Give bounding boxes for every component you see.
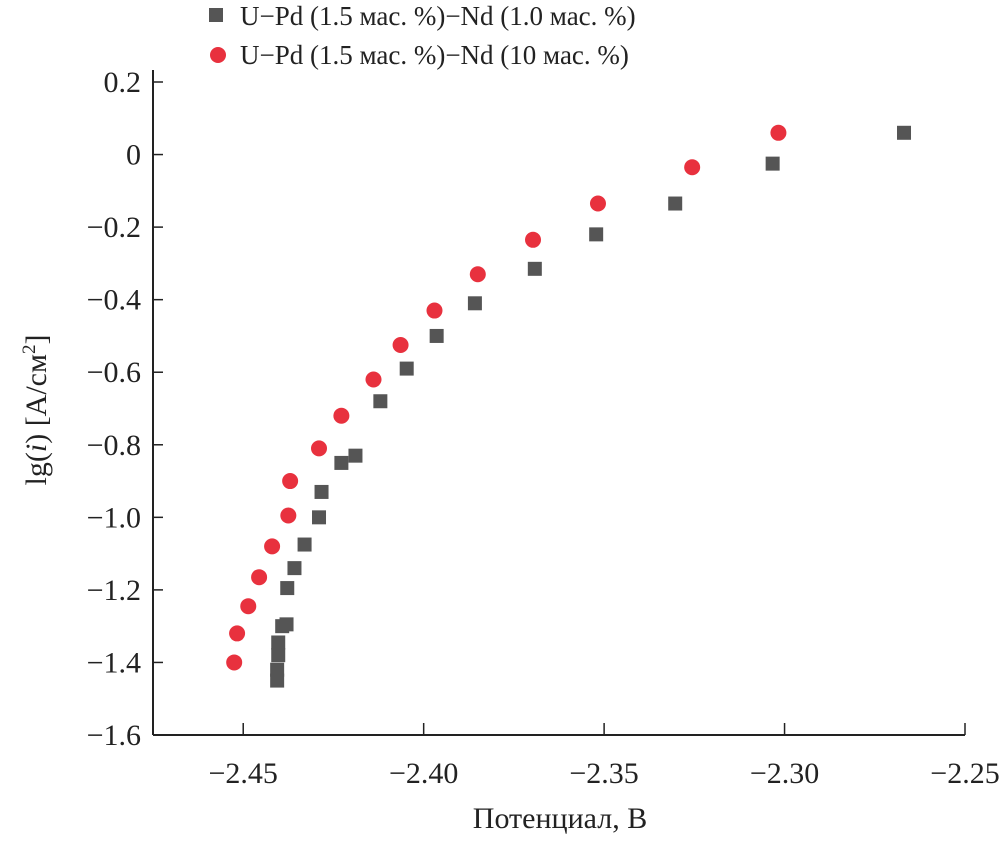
data-point-circle: [469, 266, 486, 283]
data-point-circle: [280, 507, 297, 524]
data-point-square: [334, 455, 349, 470]
data-point-square: [527, 261, 542, 276]
data-point-circle: [426, 302, 443, 319]
data-point-circle: [365, 371, 382, 388]
data-point-square: [287, 561, 302, 576]
data-point-square: [271, 635, 286, 650]
y-tick-label: 0.2: [104, 66, 142, 99]
x-tick-label: −2.45: [209, 757, 278, 790]
data-point-circle: [525, 231, 542, 248]
data-point-circle: [240, 598, 257, 615]
data-point-square: [373, 394, 388, 409]
data-point-circle: [311, 440, 328, 457]
data-point-square: [589, 227, 604, 242]
y-tick-label: −1.2: [87, 574, 141, 607]
y-tick-label: −0.6: [87, 356, 141, 389]
data-point-square: [348, 448, 363, 463]
legend-marker-square: [209, 8, 223, 22]
data-point-circle: [229, 625, 246, 642]
data-point-circle: [770, 124, 787, 141]
data-point-square: [312, 510, 327, 525]
y-tick-label: −0.2: [87, 211, 141, 244]
data-point-square: [297, 537, 312, 552]
y-tick-label: 0: [126, 139, 141, 172]
legend-label-series-1: U−Pd (1.5 мас. %)−Nd (1.0 мас. %): [240, 1, 636, 31]
data-point-circle: [264, 538, 281, 555]
data-point-circle: [226, 654, 243, 671]
data-point-circle: [684, 159, 701, 176]
x-tick-label: −2.35: [569, 757, 638, 790]
data-point-circle: [589, 195, 606, 212]
y-tick-label: −1.4: [87, 646, 141, 679]
legend: U−Pd (1.5 мас. %)−Nd (1.0 мас. %) U−Pd (…: [209, 1, 636, 70]
data-point-square: [271, 648, 286, 663]
data-point-square: [280, 581, 295, 596]
legend-label-series-2: U−Pd (1.5 мас. %)−Nd (10 мас. %): [240, 40, 629, 70]
x-tick-label: −2.40: [389, 757, 458, 790]
y-tick-label: −0.8: [87, 429, 141, 462]
y-axis-label: lg(i) [A/см2]: [19, 335, 53, 486]
data-point-square: [314, 484, 329, 499]
y-tick-label: −0.4: [87, 284, 141, 317]
data-point-square: [765, 156, 780, 171]
data-point-square: [668, 196, 683, 211]
data-point-square: [399, 361, 414, 376]
data-point-circle: [333, 407, 350, 424]
data-point-square: [897, 125, 912, 140]
legend-marker-circle: [210, 47, 226, 63]
y-tick-label: −1.6: [87, 719, 141, 752]
x-tick-label: −2.25: [930, 757, 999, 790]
data-point-square: [429, 328, 444, 343]
data-point-circle: [392, 337, 409, 354]
x-axis-label: Потенциал, В: [473, 802, 647, 835]
data-point-square: [279, 617, 294, 632]
data-point-circle: [251, 569, 268, 586]
y-tick-label: −1.0: [87, 501, 141, 534]
data-point-square: [270, 662, 285, 677]
x-tick-label: −2.30: [750, 757, 819, 790]
data-point-circle: [282, 473, 299, 490]
data-point-square: [270, 673, 285, 688]
data-point-square: [467, 296, 482, 311]
